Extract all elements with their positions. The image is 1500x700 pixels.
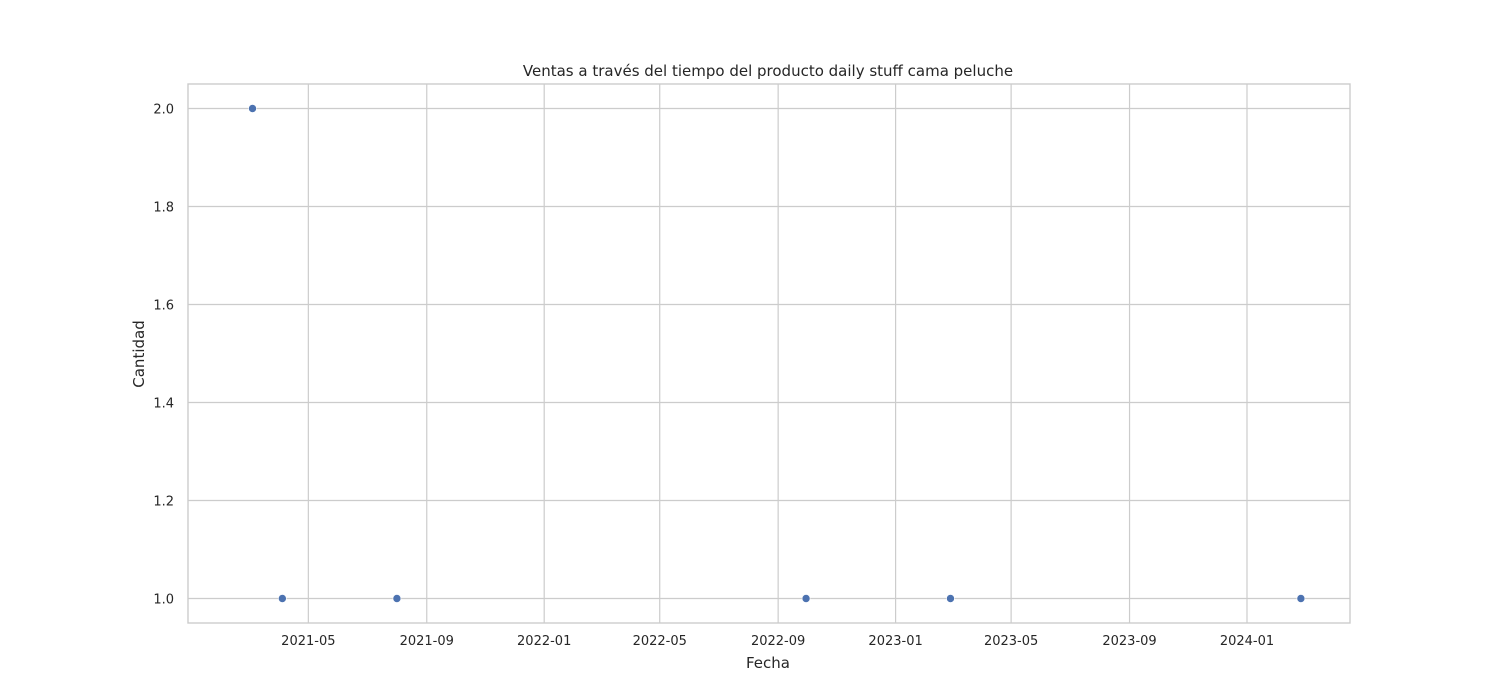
y-tick-labels: 1.0 1.2 1.4 1.6 1.8 2.0 [153, 103, 174, 608]
plot-area-frame [187, 83, 1351, 624]
x-axis-label: Fecha [746, 654, 790, 672]
x-gridlines [307, 84, 1248, 623]
x-tick-labels: 2021-05 2021-09 2022-01 2022-05 2022-09 2023-… [281, 634, 1274, 649]
y-tick-label: 2.0 [153, 103, 174, 118]
data-point [946, 594, 955, 603]
x-tick-label: 2021-09 [400, 634, 454, 649]
y-axis-label: Cantidad [130, 320, 148, 387]
data-points [248, 104, 1306, 603]
data-point [392, 594, 402, 603]
x-tick-label: 2023-09 [1102, 634, 1156, 649]
x-tick-label: 2023-01 [868, 634, 922, 649]
x-tick-label: 2021-05 [281, 634, 335, 649]
x-tick-label: 2022-05 [633, 634, 687, 649]
y-tick-label: 1.8 [153, 201, 174, 216]
y-tick-label: 1.2 [153, 495, 174, 510]
y-tick-label: 1.0 [153, 593, 174, 608]
x-tick-label: 2024-01 [1220, 634, 1274, 649]
data-point [278, 594, 287, 603]
x-tick-label: 2022-09 [751, 634, 805, 649]
y-gridlines [188, 107, 1350, 600]
data-point [1296, 594, 1306, 603]
data-point [248, 104, 257, 113]
x-tick-label: 2023-05 [984, 634, 1038, 649]
y-tick-label: 1.6 [153, 299, 174, 314]
data-point [801, 594, 811, 603]
chart-title: Ventas a través del tiempo del producto … [523, 62, 1013, 80]
y-tick-label: 1.4 [153, 397, 174, 412]
x-tick-label: 2022-01 [517, 634, 571, 649]
